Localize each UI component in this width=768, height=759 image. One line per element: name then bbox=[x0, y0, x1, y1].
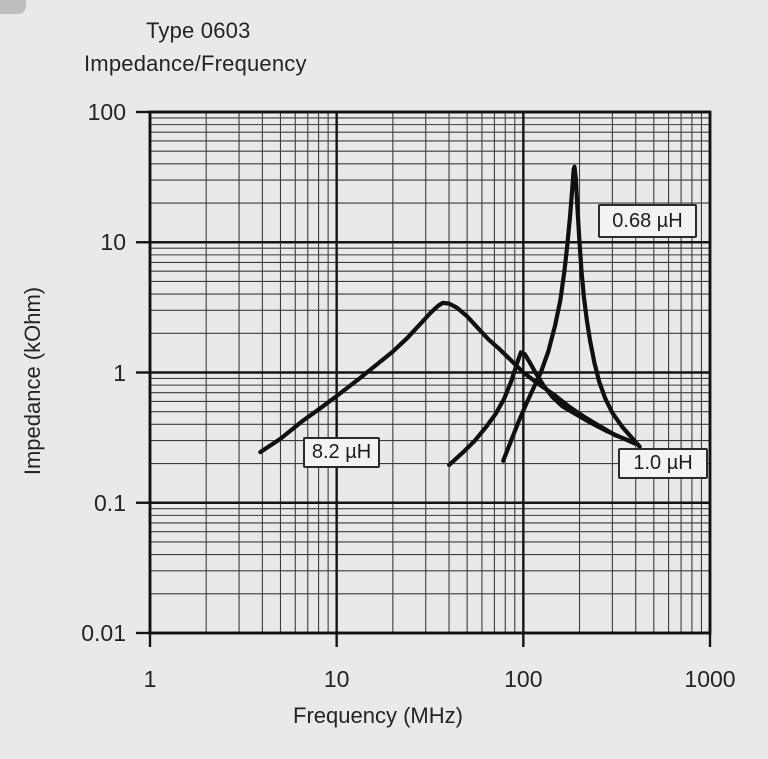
x-axis-title: Frequency (MHz) bbox=[293, 703, 463, 728]
y-tick-0p1: 0.1 bbox=[94, 489, 126, 516]
y-tick-100: 100 bbox=[87, 99, 126, 125]
chart-title-line2: Impedance/Frequency bbox=[84, 51, 307, 76]
curve-label-1.0uH: 1.0 µH bbox=[618, 448, 708, 479]
x-tick-100: 100 bbox=[504, 666, 543, 692]
curve-1.0µH bbox=[447, 350, 637, 468]
scan-artifact bbox=[0, 0, 26, 14]
chart-title-line1: Type 0603 bbox=[146, 18, 251, 43]
y-tick-10: 10 bbox=[100, 229, 126, 256]
x-tick-10: 10 bbox=[323, 666, 350, 692]
x-tick-1000: 1000 bbox=[684, 666, 736, 692]
y-tick-0p01: 0.01 bbox=[81, 620, 126, 646]
curve-8.2µH bbox=[258, 300, 634, 455]
curve-label-0.68uH: 0.68 µH bbox=[598, 204, 697, 238]
x-tick-1: 1 bbox=[143, 666, 157, 692]
y-tick-1: 1 bbox=[113, 359, 126, 386]
curve-0.68µH bbox=[501, 164, 642, 463]
curve-label-8.2uH: 8.2 µH bbox=[303, 437, 380, 468]
